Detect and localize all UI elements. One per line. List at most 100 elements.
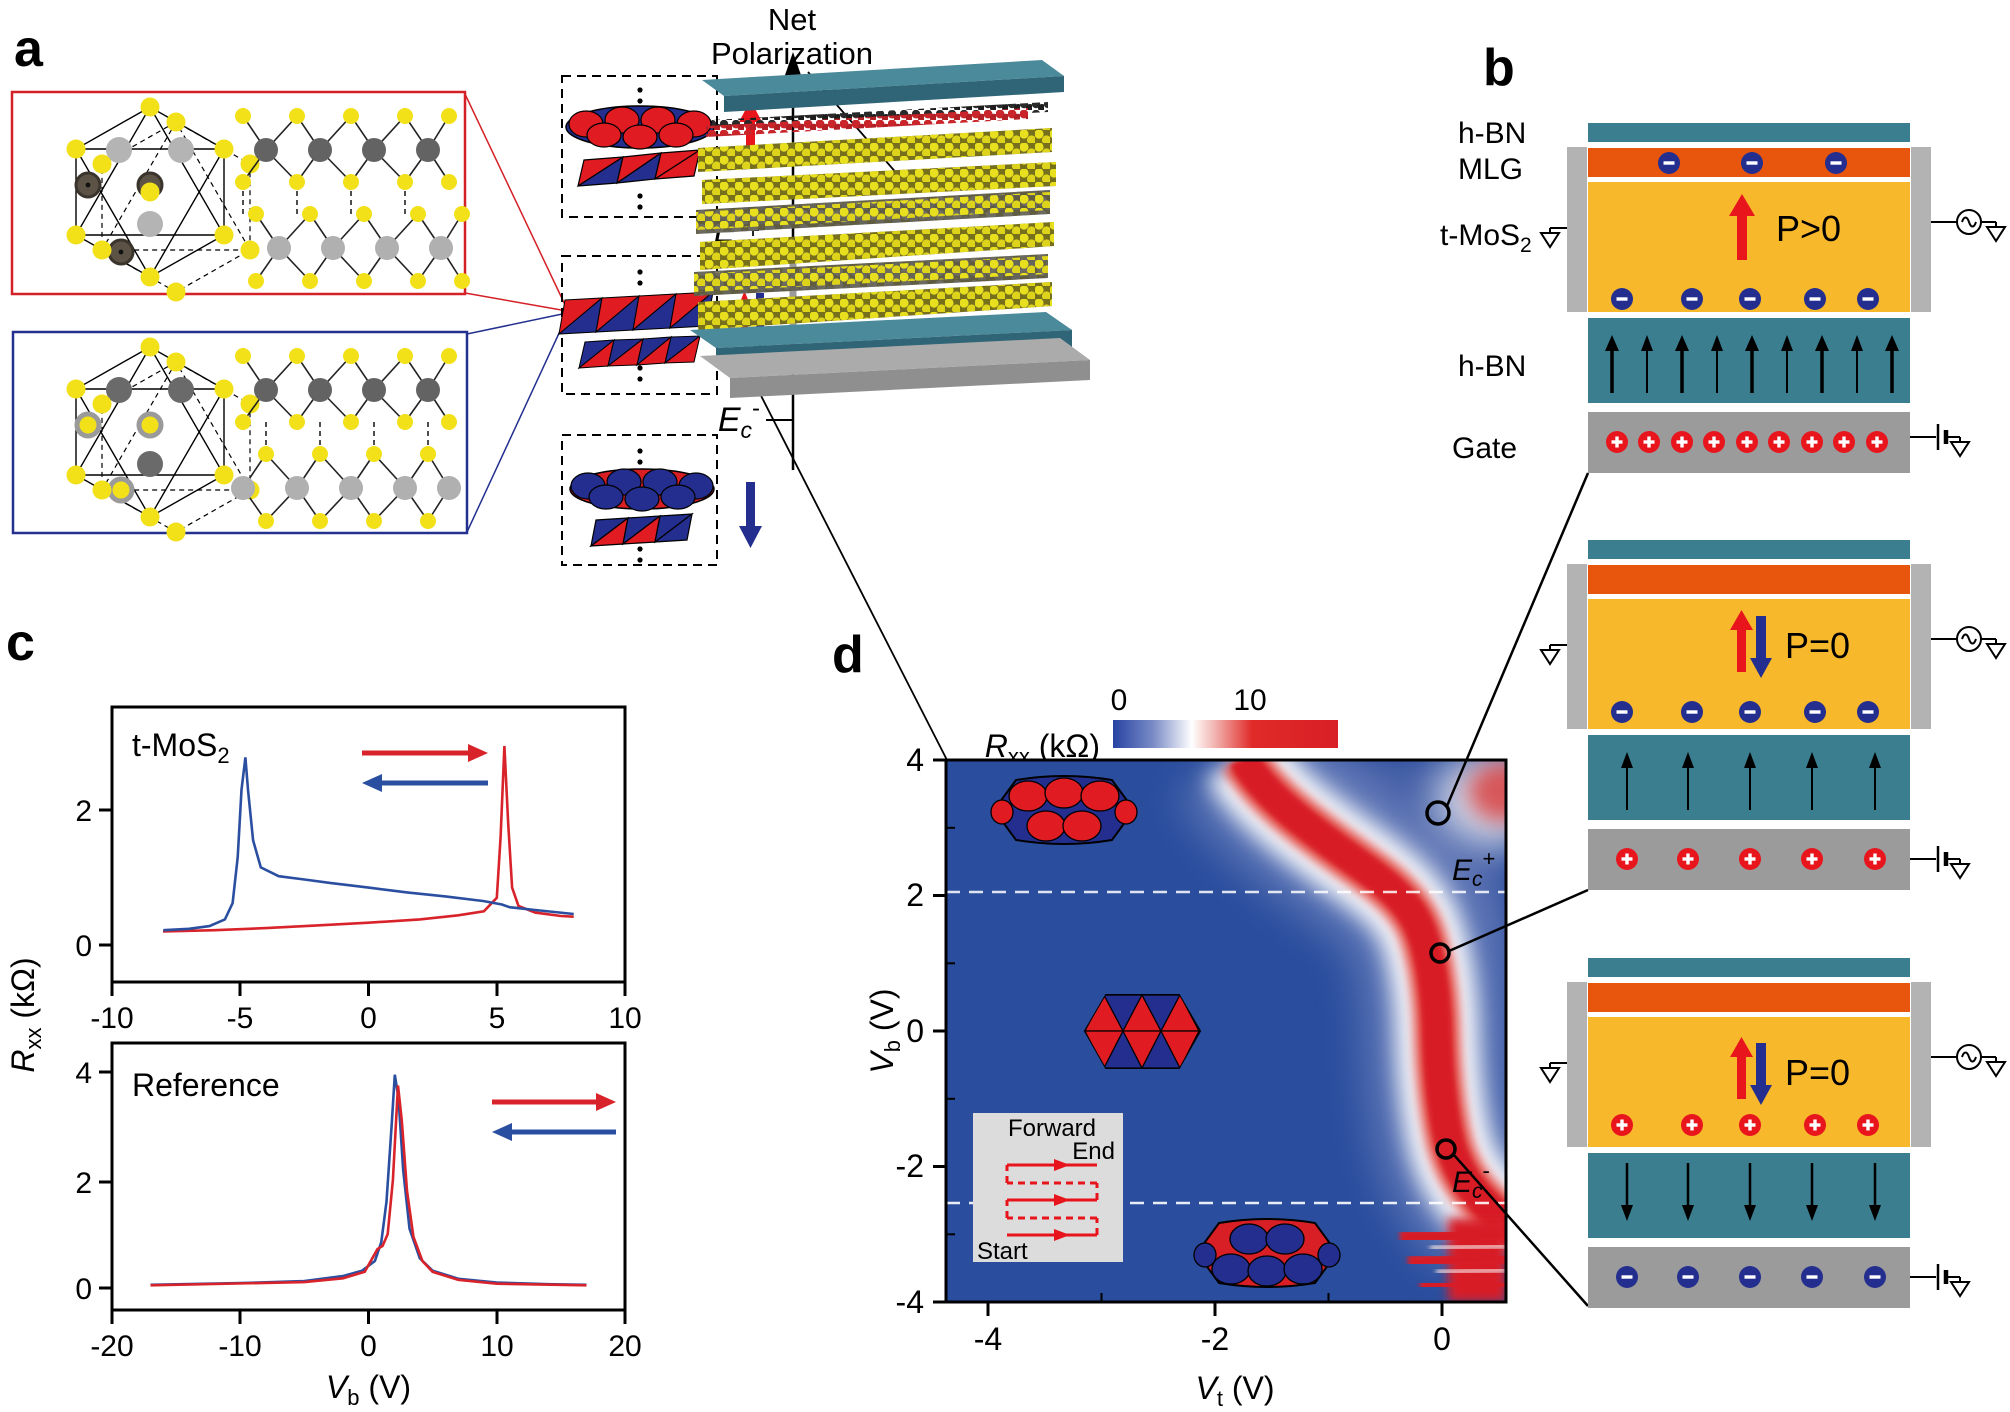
inset-end-label: End <box>1072 1138 1115 1165</box>
hbn-bottom-label: h-BN <box>1458 350 1526 383</box>
r-stacking-box <box>10 90 470 302</box>
device-schematic-2: P=0 <box>1540 540 2006 890</box>
d-y-axis-label: Vb (V) <box>864 988 905 1073</box>
c1-title: t-MoS2 <box>132 727 230 768</box>
backward-arrow-icon <box>362 774 382 792</box>
sulfur-atoms <box>66 337 260 542</box>
bottom-right-red-streaks <box>1399 1218 1506 1302</box>
panel-b-label: b <box>1483 39 1515 97</box>
forward-arrow-icon <box>468 744 488 762</box>
c1-xtick: 10 <box>608 1002 641 1035</box>
panel-c-label: c <box>6 614 35 672</box>
circuit-2 <box>1540 626 2006 879</box>
inset-arrowhead <box>1054 1159 1070 1171</box>
ac-source-icon <box>1956 626 1982 652</box>
d-xtick: 0 <box>1433 1321 1451 1357</box>
ground-icon <box>1950 436 1970 457</box>
sulfur-atoms <box>66 97 260 302</box>
h-stacking-box <box>11 330 469 542</box>
c-top-plot: 2 0 -10 -5 0 5 10 t-MoS2 <box>75 705 642 1035</box>
forward-arrow-icon <box>596 1093 616 1111</box>
c2-xtick: -10 <box>218 1330 261 1363</box>
c2-xtick: 0 <box>360 1330 377 1363</box>
d-ytick: -4 <box>896 1284 924 1320</box>
d-ytick: 4 <box>906 742 924 778</box>
state-mixed-layers <box>557 290 715 370</box>
c1-ytick: 0 <box>75 930 92 963</box>
colorbar-gradient <box>1113 720 1338 748</box>
polarization-label-2: P=0 <box>1785 625 1850 666</box>
state-up-layers <box>565 105 715 188</box>
ringed-sulfur-atoms <box>74 411 164 504</box>
c2-xtick: 10 <box>480 1330 513 1363</box>
backward-arrow-icon <box>492 1123 512 1141</box>
d-x-ticks: -4 -2 0 <box>974 1293 1451 1357</box>
c-y-axis-label: Rxx (kΩ) <box>5 957 46 1072</box>
r-stacking-top-view-lattice <box>66 97 260 302</box>
ec-minus-label: Ec- <box>718 395 760 443</box>
battery-icon <box>1938 846 1946 872</box>
box-connector-lines <box>464 93 568 533</box>
inset-start-label: Start <box>977 1238 1028 1265</box>
tmos2-label: t-MoS2 <box>1440 219 1532 257</box>
circuit-1 <box>1540 209 2006 457</box>
down-polarization-arrow-icon <box>739 482 762 548</box>
stack-pointer-line-bottom <box>752 379 949 763</box>
net-polarization-label-line1: Net <box>768 2 817 37</box>
ground-icon <box>1540 227 1560 248</box>
device-schematic-1: P>0 <box>1540 123 2006 473</box>
red-domain-hexagon-icon <box>990 775 1138 845</box>
ground-icon <box>1540 644 1560 665</box>
p-up-arrow-icon <box>1729 194 1755 260</box>
panel-c: c Rxx (kΩ) 2 0 -10 -5 0 5 10 t-MoS2 4 2 … <box>5 614 642 1410</box>
polarization-label-3: P=0 <box>1785 1052 1850 1093</box>
colorbar-tick-max: 10 <box>1233 684 1266 717</box>
d-ytick: -2 <box>896 1148 924 1184</box>
d-ytick: 0 <box>906 1013 924 1049</box>
ground-icon <box>1986 1056 2006 1077</box>
state-marker-2 <box>1429 942 1451 964</box>
c1-xtick: 5 <box>489 1002 506 1035</box>
inset-forward-label: Forward <box>1008 1115 1096 1142</box>
c2-ytick: 0 <box>75 1273 92 1306</box>
r-stacking-side-view-lattice <box>235 108 470 289</box>
c2-backward-curve <box>150 1074 587 1287</box>
d-y-ticks: 4 2 0 -2 -4 <box>896 742 955 1320</box>
up-polarization-arrow-icon <box>739 100 762 167</box>
ground-icon <box>1950 1276 1970 1297</box>
graphene-front-row <box>706 108 1028 137</box>
d-heatmap: Forward End Start Ec+ Ec- <box>864 742 1508 1411</box>
c1-xtick: 0 <box>360 1002 377 1035</box>
c1-xtick: -5 <box>227 1002 254 1035</box>
gate-label: Gate <box>1452 432 1517 465</box>
c2-legend <box>492 1093 616 1141</box>
d-x-axis-label: Vt (V) <box>1195 1370 1274 1411</box>
sweep-protocol-inset: Forward End Start <box>973 1113 1123 1265</box>
h-stacking-side-view-lattice <box>231 348 461 529</box>
panel-b: b h-BN MLG t-MoS2 h-BN Gate P>0 <box>1440 39 2006 1308</box>
ground-icon <box>1986 221 2006 242</box>
device-schematic-3: P=0 <box>1540 958 2006 1308</box>
d-colorbar: Rxx (kΩ) 0 10 <box>985 684 1338 769</box>
battery-icon <box>1938 1264 1946 1290</box>
marker-connector-lines <box>1445 472 1590 1307</box>
p-zero-arrows-icon <box>1730 610 1772 678</box>
c-x-axis-label: Vb (V) <box>326 1369 411 1410</box>
ac-source-icon <box>1956 1044 1982 1070</box>
d-xtick: -4 <box>974 1321 1002 1357</box>
panel-a-label: a <box>14 20 44 78</box>
circuit-3 <box>1540 1044 2006 1297</box>
state-down-layers <box>569 468 715 548</box>
c2-ytick: 2 <box>75 1167 92 1200</box>
state-marker-3 <box>1435 1138 1457 1160</box>
p-zero-arrows-icon <box>1730 1037 1772 1105</box>
c1-legend <box>362 744 488 792</box>
mlg-label: MLG <box>1458 153 1523 186</box>
panel-d: d Rxx (kΩ) 0 10 <box>832 626 1508 1411</box>
d-xtick: -2 <box>1201 1321 1229 1357</box>
state-marker-1 <box>1425 800 1451 826</box>
c1-ytick: 2 <box>75 795 92 828</box>
colorbar-tick-min: 0 <box>1111 684 1128 717</box>
device-3d-stack <box>690 60 1090 398</box>
h-stacking-top-view-lattice <box>66 337 260 542</box>
